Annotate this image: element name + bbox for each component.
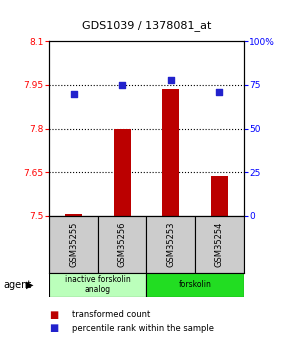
Point: [217, 89, 222, 95]
Bar: [114, 128, 131, 216]
Text: inactive forskolin
analog: inactive forskolin analog: [65, 275, 131, 294]
Text: percentile rank within the sample: percentile rank within the sample: [72, 324, 215, 333]
Text: GSM35256: GSM35256: [118, 221, 127, 267]
Text: transformed count: transformed count: [72, 310, 151, 319]
Bar: [195, 216, 244, 273]
Bar: [49, 273, 146, 297]
Bar: [211, 176, 228, 216]
Bar: [146, 216, 195, 273]
Bar: [49, 216, 98, 273]
Text: forskolin: forskolin: [179, 280, 211, 289]
Bar: [65, 214, 82, 216]
Bar: [98, 216, 146, 273]
Text: GSM35254: GSM35254: [215, 221, 224, 267]
Text: agent: agent: [3, 280, 31, 289]
Text: ■: ■: [49, 324, 59, 333]
Point: [120, 82, 124, 88]
Text: ▶: ▶: [26, 280, 34, 289]
Text: GSM35253: GSM35253: [166, 221, 175, 267]
Bar: [162, 89, 179, 216]
Text: GDS1039 / 1378081_at: GDS1039 / 1378081_at: [82, 20, 211, 31]
Bar: [146, 273, 244, 297]
Text: ■: ■: [49, 310, 59, 319]
Point: [71, 91, 76, 96]
Text: GSM35255: GSM35255: [69, 221, 78, 267]
Point: [168, 77, 173, 82]
